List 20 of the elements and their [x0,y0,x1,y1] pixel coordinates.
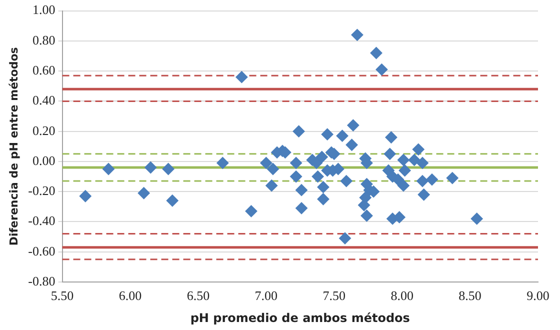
y-tick-label: 1.00 [32,2,56,18]
x-tick-label: 5.50 [50,288,74,304]
y-tick-label: 0.60 [32,62,56,78]
y-tick-label: -0.40 [28,213,56,228]
y-tick-label: 0.40 [32,92,56,108]
x-tick-label: 6.00 [118,288,142,304]
x-tick-label: 7.50 [322,288,346,304]
y-tick-label: -0.80 [28,273,56,288]
y-tick-label: 0.20 [32,122,56,138]
x-tick-label: 9.00 [526,288,550,304]
y-tick-label: -0.20 [28,183,56,198]
x-tick-label: 8.00 [390,288,414,304]
y-tick-label: 0.00 [32,152,56,168]
x-axis-title: pH promedio de ambos métodos [190,310,410,325]
x-tick-label: 7.00 [254,288,278,304]
x-tick-label: 6.50 [186,288,210,304]
y-tick-label: -0.60 [28,243,56,258]
x-tick-label: 8.50 [458,288,482,304]
y-tick-label: 0.80 [32,32,56,48]
y-axis-title: Diferencia de pH entre métodos [7,46,20,246]
